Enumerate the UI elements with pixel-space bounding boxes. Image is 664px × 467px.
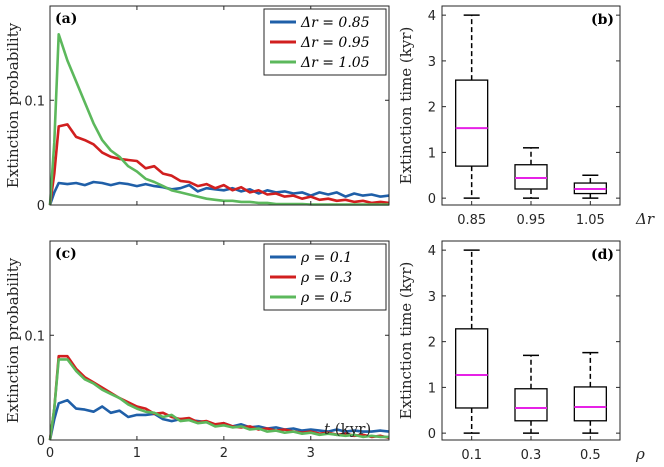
panel-a-series-line-2	[48, 123, 390, 206]
panel-d-axes-frame	[441, 240, 621, 441]
panel-c-xtick-label: 1	[133, 446, 141, 461]
panel-d-label: (d)	[591, 247, 614, 263]
panel-d-xlabel: ρ	[635, 445, 645, 463]
panel-b-box-2	[514, 164, 548, 190]
panel-b-ytick-label: 4	[428, 9, 436, 24]
panel-d-xtick-label: 0.1	[461, 448, 482, 463]
panel-b-ylabel: Extinction time (kyr)	[397, 27, 415, 185]
panel-b-box-1	[455, 79, 489, 167]
panel-a-ytick-label: 0.1	[24, 94, 45, 109]
panel-b-xtick-label: 1.05	[576, 213, 605, 228]
panel-b-axes-frame	[441, 5, 621, 206]
panel-d-box-2	[514, 388, 548, 422]
panel-d-xtick-label: 0.5	[580, 448, 601, 463]
panel-c-ytick-label: 0	[37, 434, 45, 449]
panel-a-legend-entry-3: Δr = 1.05	[300, 55, 370, 71]
panel-d-box-1	[455, 328, 489, 409]
panel-a-label: (a)	[55, 11, 77, 27]
panel-d-ytick-label: 0	[428, 427, 436, 442]
panel-d-ytick-label: 3	[428, 290, 436, 305]
panel-b-xtick-label: 0.85	[457, 213, 486, 228]
panel-b-ytick-label: 1	[428, 146, 436, 161]
panel-d-ytick-label: 4	[428, 244, 436, 259]
panel-b-ytick-label: 0	[428, 192, 436, 207]
panel-b-xlabel: Δr	[635, 210, 655, 228]
panel-c-xlabel: t (kyr)	[324, 420, 371, 438]
panel-c-ylabel: Extinction probability	[4, 257, 22, 423]
panel-c-xtick-label: 3	[307, 446, 315, 461]
panel-c-xtick-label: 2	[220, 446, 228, 461]
panel-c-legend-entry-3: ρ = 0.5	[300, 290, 352, 306]
panel-b-xtick-label: 0.95	[517, 213, 546, 228]
panel-c-legend-entry-2: ρ = 0.3	[300, 270, 352, 286]
panel-c-ytick-label: 0.1	[24, 329, 45, 344]
panel-c-legend-entry-1: ρ = 0.1	[300, 250, 352, 266]
panel-d-ytick-label: 1	[428, 381, 436, 396]
panel-c-axes-frame	[49, 240, 390, 441]
panel-c-label: (c)	[55, 246, 77, 262]
panel-a-legend-entry-1: Δr = 0.85	[300, 15, 370, 31]
panel-b-ytick-label: 3	[428, 55, 436, 70]
panel-d-box-3	[573, 386, 607, 422]
panel-d-xtick-label: 0.3	[521, 448, 542, 463]
panel-b-label: (b)	[591, 12, 614, 28]
panel-c-xtick-label: 0	[46, 446, 54, 461]
panel-a-ylabel: Extinction probability	[4, 22, 22, 188]
panel-c-series-line-3	[48, 358, 389, 441]
panel-a-ytick-label: 0	[37, 199, 45, 214]
panel-b-ytick-label: 2	[428, 101, 436, 116]
panel-a-axes-frame	[49, 5, 390, 206]
panel-d-ytick-label: 2	[428, 336, 436, 351]
panel-d-ylabel: Extinction time (kyr)	[397, 262, 415, 420]
panel-a-legend-entry-2: Δr = 0.95	[300, 35, 370, 51]
